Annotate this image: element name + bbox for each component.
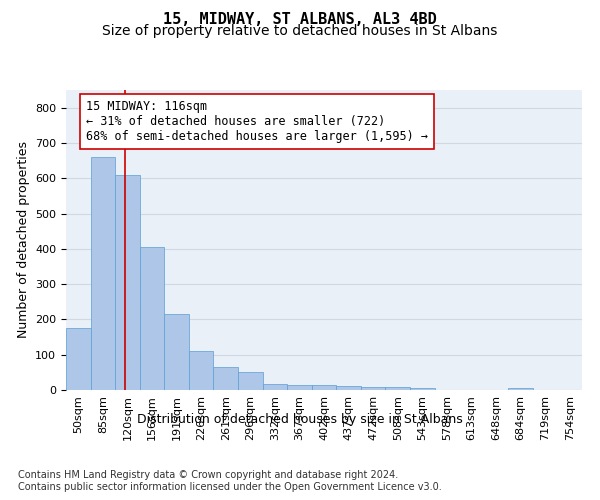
Bar xyxy=(214,367,238,390)
Bar xyxy=(336,386,361,390)
Bar xyxy=(91,157,115,390)
Text: 15, MIDWAY, ST ALBANS, AL3 4BD: 15, MIDWAY, ST ALBANS, AL3 4BD xyxy=(163,12,437,28)
Bar xyxy=(189,351,214,390)
Bar xyxy=(410,388,434,390)
Text: Distribution of detached houses by size in St Albans: Distribution of detached houses by size … xyxy=(137,412,463,426)
Bar xyxy=(140,247,164,390)
Bar xyxy=(508,388,533,390)
Bar xyxy=(66,328,91,390)
Bar xyxy=(312,386,336,390)
Bar xyxy=(164,314,189,390)
Bar xyxy=(287,384,312,390)
Y-axis label: Number of detached properties: Number of detached properties xyxy=(17,142,29,338)
Bar xyxy=(263,384,287,390)
Bar xyxy=(361,387,385,390)
Bar xyxy=(115,174,140,390)
Text: Size of property relative to detached houses in St Albans: Size of property relative to detached ho… xyxy=(103,24,497,38)
Text: 15 MIDWAY: 116sqm
← 31% of detached houses are smaller (722)
68% of semi-detache: 15 MIDWAY: 116sqm ← 31% of detached hous… xyxy=(86,100,428,144)
Bar xyxy=(238,372,263,390)
Bar xyxy=(385,387,410,390)
Text: Contains HM Land Registry data © Crown copyright and database right 2024.
Contai: Contains HM Land Registry data © Crown c… xyxy=(18,470,442,492)
